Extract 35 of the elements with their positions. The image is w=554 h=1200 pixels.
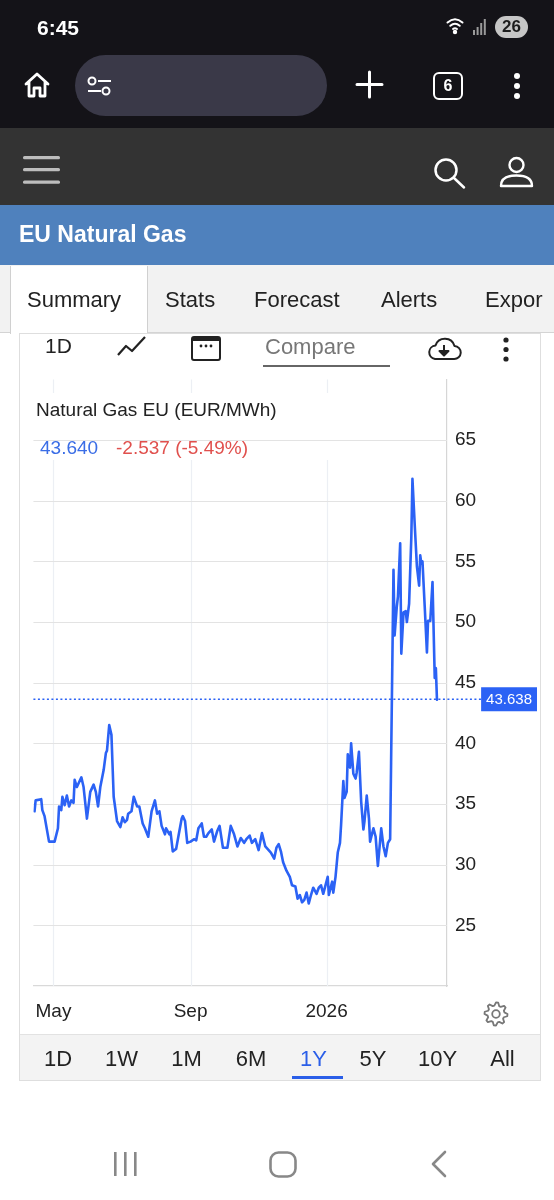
text: 1M — [171, 1045, 202, 1073]
y-tick-label: 25 — [455, 913, 477, 935]
annotation: 43.640 — [40, 436, 99, 460]
y-tick-label: 50 — [455, 610, 477, 632]
text: 6M — [235, 1045, 267, 1073]
text: All — [490, 1045, 515, 1073]
y-tick-label: 30 — [455, 852, 477, 874]
text: Expor — [485, 286, 543, 314]
x-tick-label: May — [35, 999, 72, 1021]
text: Compare — [265, 333, 356, 361]
text: 1D — [43, 1045, 73, 1073]
text: 1W — [105, 1045, 138, 1073]
x-tick-label: Sep — [173, 999, 208, 1021]
text: Forecast — [254, 286, 340, 314]
text: 6 — [443, 76, 453, 96]
ref-line-label: 43.638 — [486, 690, 533, 708]
y-tick-label: 40 — [455, 731, 477, 753]
text: Alerts — [381, 286, 438, 314]
text: 26 — [502, 16, 521, 38]
x-tick-label: 2026 — [305, 999, 348, 1021]
text: 10Y — [417, 1045, 458, 1073]
y-tick-label: 65 — [455, 428, 477, 450]
chart-title: EU Natural Gas — [19, 221, 187, 249]
y-tick-label: 45 — [455, 670, 477, 692]
annotation: -2.537 (-5.49%) — [116, 436, 249, 460]
text: Stats — [165, 286, 216, 314]
y-tick-label: 60 — [455, 488, 477, 510]
text: Natural Gas EU (EUR/MWh) — [36, 398, 277, 422]
text: 1Y — [300, 1045, 327, 1073]
text: 1D — [45, 333, 72, 359]
text: Summary — [27, 286, 122, 314]
y-tick-label: 35 — [455, 792, 477, 814]
text: 5Y — [359, 1045, 387, 1073]
text: 6:45 — [37, 15, 80, 41]
y-tick-label: 55 — [455, 549, 477, 571]
